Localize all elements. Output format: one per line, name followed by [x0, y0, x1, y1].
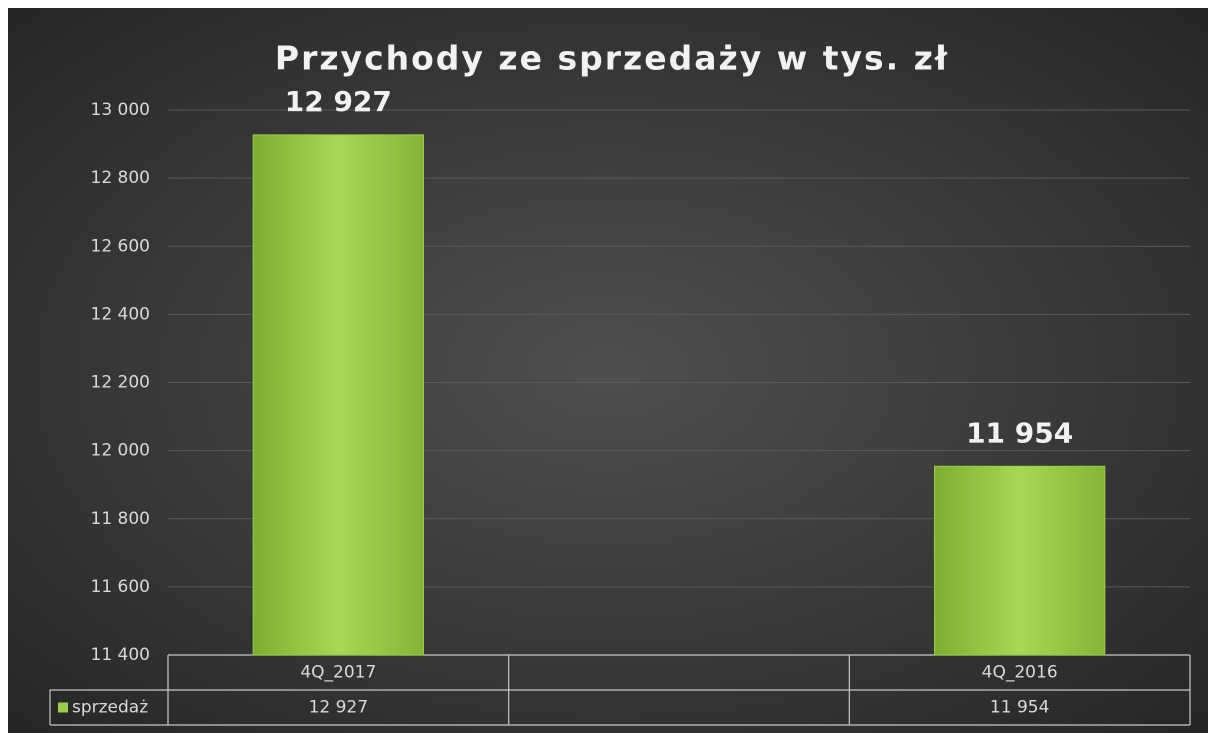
- x-tick-label: 4Q_2016: [982, 663, 1058, 683]
- table-value: 11 954: [990, 698, 1049, 718]
- y-tick-label: 12 400: [91, 304, 150, 324]
- data-label: 12 927: [285, 85, 392, 118]
- y-tick-label: 11 800: [91, 509, 150, 529]
- data-label: 11 954: [966, 416, 1073, 449]
- bar: [252, 134, 424, 656]
- x-tick-label: 4Q_2017: [300, 663, 376, 683]
- y-tick-label: 12 000: [91, 441, 150, 461]
- y-tick-label: 12 200: [91, 373, 150, 393]
- y-tick-label: 13 000: [91, 100, 150, 120]
- bar: [934, 465, 1106, 656]
- y-tick-label: 11 400: [91, 645, 150, 665]
- y-tick-label: 12 600: [91, 236, 150, 256]
- table-value: 12 927: [309, 698, 368, 718]
- y-tick-label: 12 800: [91, 168, 150, 188]
- y-tick-label: 11 600: [91, 577, 150, 597]
- legend-key: [58, 702, 68, 713]
- chart-title: Przychody ze sprzedaży w tys. zł: [275, 39, 949, 78]
- legend-label: sprzedaż: [72, 698, 148, 718]
